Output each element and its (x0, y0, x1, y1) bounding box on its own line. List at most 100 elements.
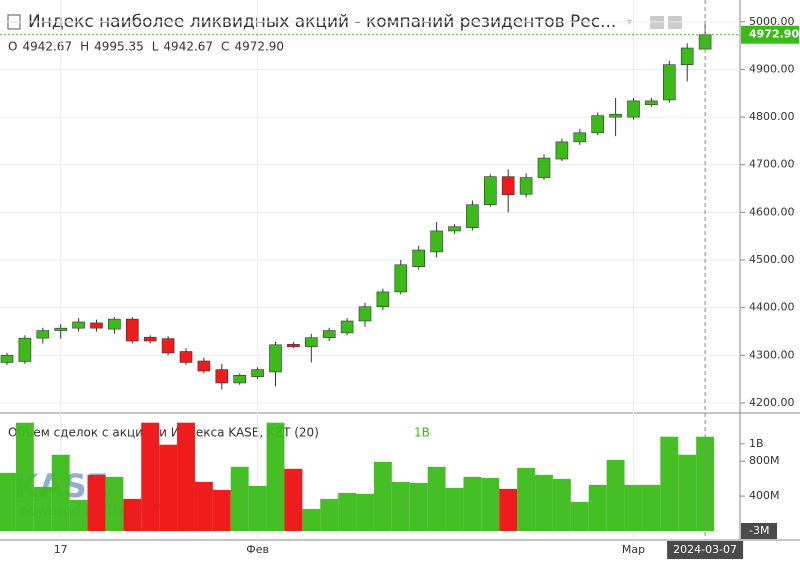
candle-body (108, 318, 121, 330)
volume-y-tick-label: 1B (749, 437, 764, 450)
volume-bar (409, 482, 428, 531)
volume-bar (105, 476, 124, 531)
candle-body (36, 330, 50, 339)
volume-bar (123, 498, 142, 531)
volume-bar (51, 454, 70, 531)
y-tick-label: 4800.00 (749, 110, 795, 123)
volume-bar (15, 422, 34, 531)
volume-bar (248, 485, 267, 531)
volume-bar (338, 492, 357, 531)
volume-y-tick-label: 400M (749, 489, 780, 502)
volume-bar (481, 477, 500, 531)
y-tick-label: 4700.00 (749, 158, 795, 171)
y-tick-label: 5000.00 (749, 15, 795, 28)
candle-body (376, 291, 390, 308)
candle-body (662, 64, 676, 101)
candle-body (322, 330, 336, 338)
candle-body (251, 369, 264, 378)
last-price-box (741, 25, 799, 44)
volume-bar (0, 472, 16, 531)
candle-body (126, 318, 139, 342)
x-tick-label: Мар (622, 543, 645, 556)
x-tick-label: 17 (54, 543, 68, 556)
candle-body (537, 157, 551, 178)
candle-body (501, 176, 515, 196)
candle-body (573, 132, 587, 143)
x-tick-label: Фев (246, 543, 269, 556)
volume-bar (177, 422, 195, 531)
y-tick-label: 4200.00 (749, 396, 795, 409)
ohlc-value: 4942.67 (22, 40, 72, 54)
eye-icon[interactable] (668, 16, 682, 29)
volume-bar (606, 459, 625, 531)
ohlc-legend: O 4942.67 H 4995.35 L 4942.67 C 4972.90 (8, 40, 284, 54)
crosshair-date-label: 2024-03-07 (673, 543, 737, 556)
candle-body (54, 327, 68, 331)
volume-bar (320, 498, 339, 531)
candle-body (340, 320, 354, 334)
ohlc-key: L (152, 40, 159, 54)
volume-bar (660, 436, 679, 531)
ohlc-key: O (8, 40, 17, 54)
volume-bar (212, 489, 231, 531)
volume-bar (87, 474, 106, 531)
candle-body (412, 249, 426, 267)
volume-bar (159, 444, 178, 531)
volume-bar (33, 486, 52, 531)
volume-bar (445, 487, 464, 531)
candle-body (179, 351, 193, 363)
volume-bar (356, 493, 374, 531)
ohlc-value: 4972.90 (234, 40, 284, 54)
candle-body (555, 141, 569, 160)
candle-body (215, 369, 229, 384)
volume-bar (517, 467, 536, 531)
volume-bar (266, 422, 285, 531)
volume-bar (552, 478, 571, 531)
settings-icon[interactable] (650, 16, 664, 29)
ohlc-value: 4942.67 (163, 40, 213, 54)
last-price-label: 4972.90 (749, 28, 799, 41)
candle-body (645, 100, 658, 106)
candle-body (304, 337, 318, 348)
volume-bar (194, 481, 213, 531)
candle-body (0, 355, 14, 363)
candle-body (627, 100, 640, 118)
volume-bar (624, 484, 643, 531)
volume-bar (463, 476, 482, 531)
candle-body (269, 344, 282, 373)
candle-body (591, 115, 605, 134)
volume-bar (302, 508, 321, 531)
y-tick-label: 4300.00 (749, 348, 795, 361)
dropdown-icon[interactable]: ▾ (627, 17, 632, 28)
y-tick-label: 4400.00 (749, 301, 795, 314)
y-tick-label: 4600.00 (749, 205, 795, 218)
y-tick-label: 4900.00 (749, 62, 795, 75)
candle-body (358, 306, 372, 322)
volume-bar (373, 461, 392, 531)
volume-legend-value: 1B (414, 426, 430, 440)
candle-body (18, 337, 32, 362)
volume-bar (141, 422, 160, 531)
candle-body (466, 204, 479, 228)
volume-bar (284, 468, 303, 531)
candle-body (394, 264, 408, 293)
ohlc-value: 4995.35 (94, 40, 144, 54)
volume-bar (642, 484, 661, 531)
volume-bar (678, 454, 697, 531)
candle-body (609, 113, 622, 118)
volume-bar (69, 499, 88, 531)
volume-bar (588, 484, 607, 531)
candle-body (430, 230, 443, 253)
volume-bar (391, 481, 410, 531)
candle-body (90, 322, 103, 329)
y-tick-label: 4500.00 (749, 253, 795, 266)
volume-marker-label: -3M (749, 524, 769, 537)
candle-body (197, 360, 211, 372)
candle-body (483, 176, 497, 206)
ohlc-key: H (80, 40, 89, 54)
candle-body (287, 344, 300, 348)
volume-title: Объем сделок с акциями Индекса KASE, KZT… (8, 426, 319, 440)
volume-marker-box (741, 523, 777, 539)
